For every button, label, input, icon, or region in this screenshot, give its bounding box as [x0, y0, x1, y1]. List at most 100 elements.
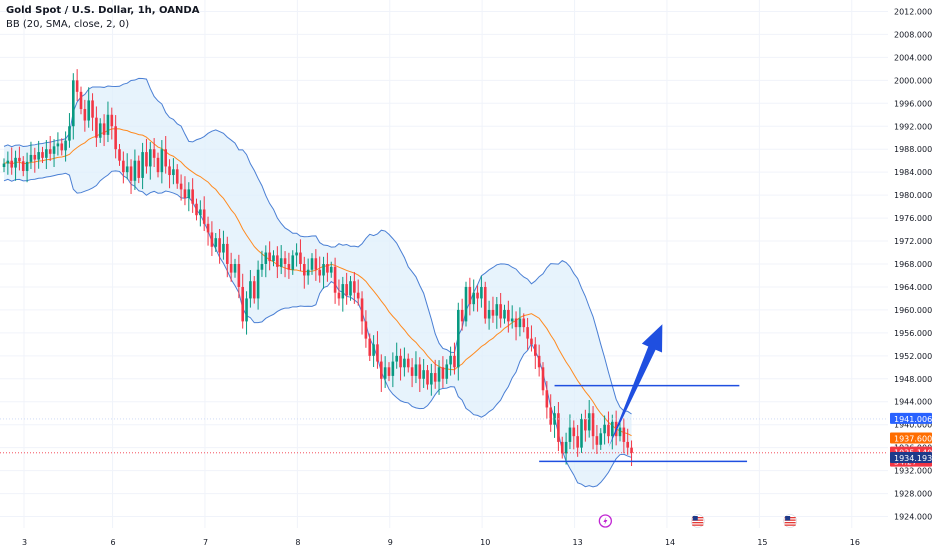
price-tag-label: 1934.193: [894, 454, 932, 463]
indicator-label[interactable]: BB (20, SMA, close, 2, 0): [6, 19, 130, 30]
candle-body: [45, 149, 48, 158]
candle-body: [233, 264, 237, 273]
candle-body: [495, 304, 499, 316]
price-tag: [890, 432, 932, 444]
candle-body: [21, 161, 25, 172]
candle-body: [48, 149, 52, 154]
candle-body: [380, 361, 383, 379]
candle-body: [79, 91, 83, 110]
candle-body: [172, 169, 175, 176]
candle-body: [430, 373, 433, 385]
candle-body: [276, 255, 279, 267]
lightning-icon-bolt: [603, 517, 608, 525]
candle-body: [179, 183, 183, 190]
candle-body: [530, 338, 533, 345]
time-axis[interactable]: [0, 528, 932, 550]
candle-body: [487, 309, 491, 319]
candle-body: [599, 433, 603, 445]
candle-body: [125, 166, 129, 173]
candle-body: [306, 269, 310, 276]
candle-body: [191, 189, 194, 204]
price-axis-label: 1972.000: [894, 237, 932, 246]
price-tag: [890, 452, 932, 464]
candle-body: [460, 309, 464, 322]
candle-body: [560, 441, 564, 454]
price-axis-label: 2004.000: [894, 53, 932, 62]
candle-body: [156, 157, 160, 173]
candle-body: [64, 140, 67, 151]
candle-body: [52, 146, 56, 154]
candle-body: [29, 154, 33, 162]
price-axis-label: 1956.000: [894, 329, 932, 338]
time-axis-label: 13: [573, 538, 583, 547]
candle-body: [129, 166, 133, 181]
candle-body: [445, 364, 449, 379]
candle-body: [537, 355, 541, 368]
candle-body: [75, 80, 79, 92]
candle-body: [152, 149, 156, 158]
candle-body: [622, 427, 626, 442]
us-flag-icon[interactable]: [690, 514, 705, 528]
candle-body: [368, 338, 372, 356]
time-axis-label: 16: [850, 538, 860, 547]
candle-body: [557, 413, 560, 442]
candle-body: [37, 152, 40, 160]
candle-body: [83, 109, 87, 121]
candle-body: [607, 424, 610, 437]
candle-body: [526, 327, 529, 339]
time-axis-label: 7: [203, 538, 208, 547]
candle-body: [545, 390, 549, 408]
candle-body: [187, 189, 191, 198]
candle-body: [514, 318, 518, 328]
candle-body: [564, 441, 568, 454]
time-axis-label: 6: [111, 538, 116, 547]
candle-body: [349, 281, 352, 296]
candle-body: [364, 321, 368, 339]
candle-body: [418, 364, 422, 379]
candle-body: [295, 252, 298, 256]
candle-body: [372, 344, 375, 356]
price-axis-label: 1996.000: [894, 99, 932, 108]
candle-body: [202, 209, 206, 224]
time-axis-label: 10: [480, 538, 490, 547]
candle-body: [6, 160, 10, 164]
price-axis-label: 2008.000: [894, 30, 932, 39]
candle-body: [576, 436, 579, 448]
candle-body: [464, 286, 468, 322]
candle-body: [214, 238, 218, 247]
candle-body: [10, 160, 13, 168]
candle-body: [584, 418, 587, 431]
candle-body: [345, 284, 348, 296]
candle-body: [553, 413, 556, 425]
candle-body: [95, 117, 98, 138]
candle-body: [175, 169, 179, 184]
price-axis-label: 1988.000: [894, 145, 932, 154]
price-axis-label: 1944.000: [894, 398, 932, 407]
candle-body: [541, 367, 545, 391]
candle-body: [98, 123, 102, 138]
up-arrow-annotation[interactable]: [608, 324, 663, 448]
candle-body: [252, 281, 256, 299]
candle-body: [229, 264, 233, 273]
price-axis-label: 1984.000: [894, 168, 932, 177]
candle-body: [106, 114, 110, 135]
candle-body: [60, 143, 64, 151]
price-axis-label: 1976.000: [894, 214, 932, 223]
candle-body: [222, 243, 225, 253]
candle-body: [110, 114, 114, 127]
candle-body: [333, 266, 337, 293]
bb-upper-line: [3, 77, 632, 415]
candle-body: [68, 126, 71, 141]
candle-body: [137, 160, 141, 178]
us-flag-icon[interactable]: [783, 514, 797, 528]
candle-body: [145, 152, 148, 167]
candle-body: [414, 364, 418, 376]
candle-body: [329, 266, 333, 273]
price-axis-label: 1968.000: [894, 260, 932, 269]
candle-body: [149, 149, 152, 167]
symbol-title: Gold Spot / U.S. Dollar, 1h, OANDA: [6, 5, 200, 16]
time-axis-label: 9: [388, 538, 393, 547]
candle-body: [549, 407, 552, 425]
candle-body: [14, 157, 17, 168]
